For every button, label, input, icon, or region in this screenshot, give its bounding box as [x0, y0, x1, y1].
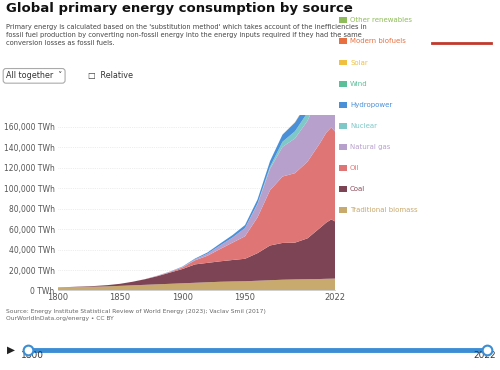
Text: Solar: Solar: [350, 60, 368, 65]
Text: Global primary energy consumption by source: Global primary energy consumption by sou…: [6, 2, 353, 15]
Text: Nuclear: Nuclear: [350, 123, 377, 129]
Text: □  Relative: □ Relative: [88, 71, 132, 80]
Text: Modern biofuels: Modern biofuels: [350, 38, 406, 44]
Text: Coal: Coal: [350, 186, 366, 192]
Text: 2022: 2022: [473, 351, 496, 360]
Text: Primary energy is calculated based on the 'substitution method' which takes acco: Primary energy is calculated based on th…: [6, 24, 367, 46]
Text: Other renewables: Other renewables: [350, 17, 412, 23]
Text: Oil: Oil: [350, 165, 360, 171]
Text: in Data: in Data: [445, 27, 478, 36]
Text: Hydropower: Hydropower: [350, 102, 393, 108]
Text: Natural gas: Natural gas: [350, 144, 391, 150]
Text: Source: Energy Institute Statistical Review of World Energy (2023); Vaclav Smil : Source: Energy Institute Statistical Rev…: [6, 309, 266, 321]
Text: Traditional biomass: Traditional biomass: [350, 207, 418, 213]
Text: ▶: ▶: [7, 345, 15, 355]
Text: Wind: Wind: [350, 81, 368, 87]
Text: 1800: 1800: [22, 351, 44, 360]
Text: All together  ˅: All together ˅: [6, 71, 62, 80]
Text: Our World: Our World: [438, 14, 484, 23]
